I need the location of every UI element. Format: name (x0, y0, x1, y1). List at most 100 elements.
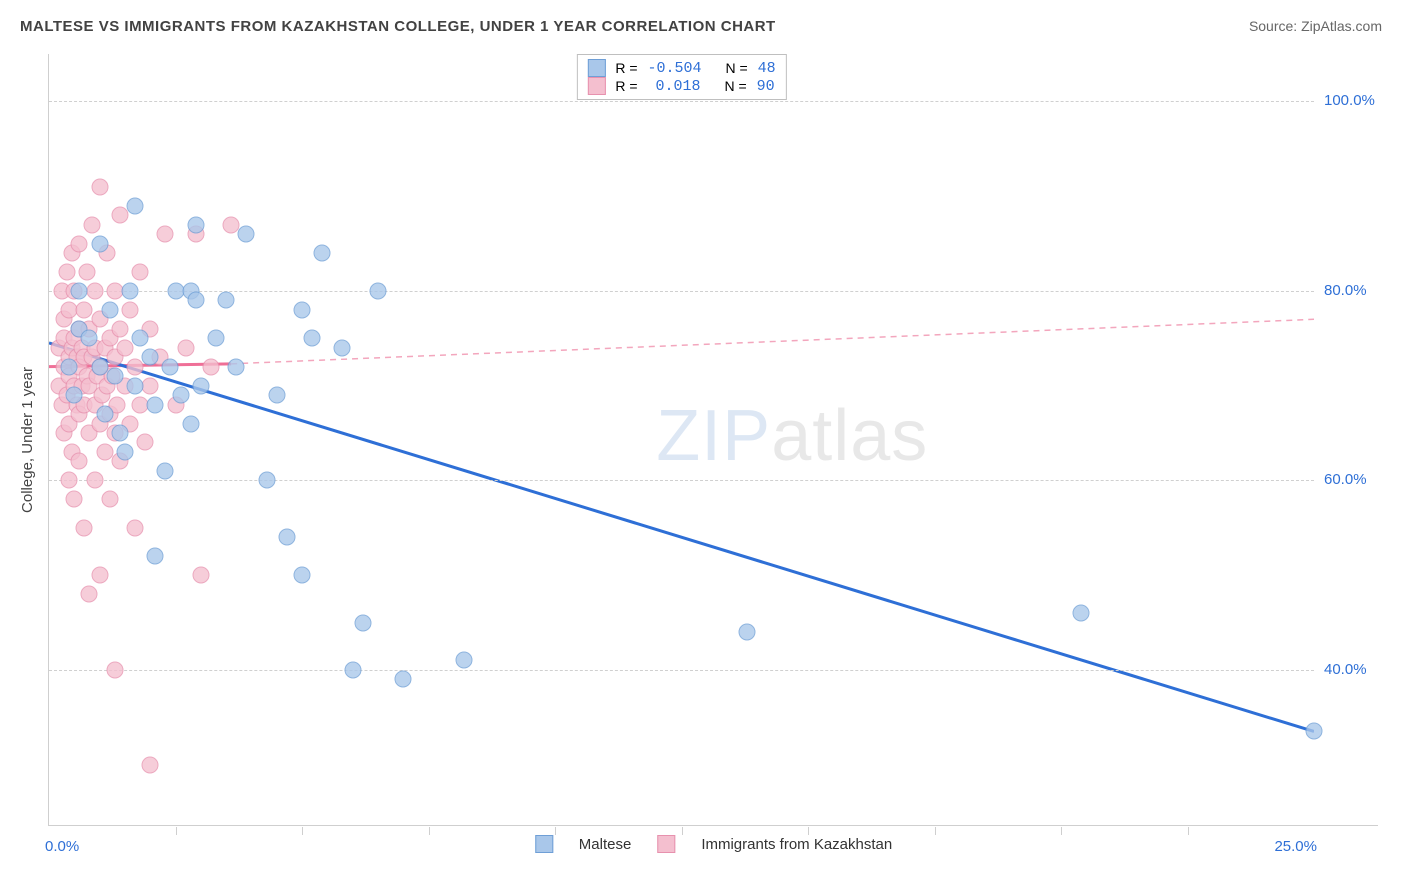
scatter-point-pink (202, 358, 219, 375)
scatter-point-pink (116, 339, 133, 356)
legend-bottom-label-blue: Maltese (579, 836, 632, 853)
scatter-point-pink (137, 434, 154, 451)
legend-bottom-label-pink: Immigrants from Kazakhstan (701, 836, 892, 853)
scatter-point-blue (334, 339, 351, 356)
n-value-pink: 90 (757, 78, 775, 95)
scatter-point-blue (1073, 605, 1090, 622)
legend-bottom-swatch-pink (657, 835, 675, 853)
legend-swatch-blue (587, 59, 605, 77)
scatter-point-pink (142, 756, 159, 773)
scatter-point-blue (739, 623, 756, 640)
scatter-point-pink (78, 263, 95, 280)
scatter-point-pink (192, 567, 209, 584)
scatter-point-pink (127, 358, 144, 375)
scatter-point-blue (238, 226, 255, 243)
scatter-point-pink (96, 443, 113, 460)
scatter-point-pink (157, 226, 174, 243)
scatter-point-pink (76, 519, 93, 536)
scatter-point-blue (162, 358, 179, 375)
scatter-point-blue (258, 472, 275, 489)
x-label-max: 25.0% (1274, 838, 1317, 855)
legend-row-pink: R = 0.018 N = 90 (587, 77, 775, 95)
scatter-point-pink (177, 339, 194, 356)
scatter-point-blue (294, 567, 311, 584)
chart-plot-area: College, Under 1 year ZIPatlas R = -0.50… (48, 54, 1378, 826)
scatter-point-blue (228, 358, 245, 375)
scatter-point-pink (111, 320, 128, 337)
r-value-pink: 0.018 (648, 78, 701, 95)
scatter-point-pink (58, 263, 75, 280)
source-attribution: Source: ZipAtlas.com (1249, 18, 1382, 34)
scatter-point-pink (101, 491, 118, 508)
scatter-point-blue (66, 387, 83, 404)
scatter-point-blue (61, 358, 78, 375)
scatter-point-blue (304, 330, 321, 347)
scatter-point-blue (314, 244, 331, 261)
series-legend: Maltese Immigrants from Kazakhstan (535, 835, 892, 853)
scatter-point-blue (111, 425, 128, 442)
scatter-point-pink (106, 661, 123, 678)
regression-line (49, 343, 1314, 731)
scatter-point-blue (81, 330, 98, 347)
scatter-point-pink (91, 178, 108, 195)
scatter-point-blue (116, 443, 133, 460)
scatter-point-blue (268, 387, 285, 404)
grid-line-h (49, 291, 1314, 292)
scatter-point-pink (142, 377, 159, 394)
scatter-point-blue (132, 330, 149, 347)
scatter-point-pink (84, 216, 101, 233)
scatter-point-blue (294, 301, 311, 318)
scatter-point-blue (142, 349, 159, 366)
y-tick-label: 40.0% (1324, 661, 1367, 678)
scatter-point-pink (132, 263, 149, 280)
grid-line-h (49, 670, 1314, 671)
scatter-point-pink (71, 235, 88, 252)
scatter-point-blue (71, 282, 88, 299)
scatter-point-pink (223, 216, 240, 233)
grid-line-h (49, 480, 1314, 481)
y-tick-label: 100.0% (1324, 92, 1375, 109)
scatter-point-pink (127, 519, 144, 536)
scatter-point-pink (81, 586, 98, 603)
chart-title: MALTESE VS IMMIGRANTS FROM KAZAKHSTAN CO… (20, 18, 776, 35)
n-label-blue: N = (725, 60, 747, 76)
scatter-point-pink (86, 472, 103, 489)
x-tick (176, 827, 177, 835)
scatter-point-pink (71, 453, 88, 470)
scatter-point-blue (192, 377, 209, 394)
x-tick (935, 827, 936, 835)
x-tick (429, 827, 430, 835)
r-label-pink: R = (615, 78, 637, 94)
y-tick-label: 60.0% (1324, 471, 1367, 488)
n-value-blue: 48 (758, 60, 776, 77)
scatter-point-pink (91, 567, 108, 584)
scatter-point-blue (147, 548, 164, 565)
grid-line-h (49, 101, 1314, 102)
r-label-blue: R = (615, 60, 637, 76)
source-link[interactable]: ZipAtlas.com (1301, 18, 1382, 34)
legend-bottom-swatch-blue (535, 835, 553, 853)
source-label: Source: (1249, 18, 1297, 34)
scatter-point-blue (127, 377, 144, 394)
scatter-point-blue (1306, 723, 1323, 740)
x-tick (808, 827, 809, 835)
r-value-blue: -0.504 (648, 60, 702, 77)
scatter-point-blue (369, 282, 386, 299)
scatter-point-pink (76, 301, 93, 318)
scatter-point-blue (157, 462, 174, 479)
x-tick (1061, 827, 1062, 835)
scatter-point-blue (127, 197, 144, 214)
scatter-point-blue (354, 614, 371, 631)
scatter-point-pink (66, 491, 83, 508)
scatter-point-blue (96, 406, 113, 423)
scatter-point-pink (86, 282, 103, 299)
regression-line (231, 319, 1314, 364)
legend-swatch-pink (587, 77, 605, 95)
regression-lines-layer (49, 54, 1314, 812)
scatter-point-pink (121, 301, 138, 318)
scatter-point-blue (91, 358, 108, 375)
scatter-point-blue (101, 301, 118, 318)
scatter-point-blue (187, 292, 204, 309)
scatter-point-blue (172, 387, 189, 404)
x-tick (682, 827, 683, 835)
